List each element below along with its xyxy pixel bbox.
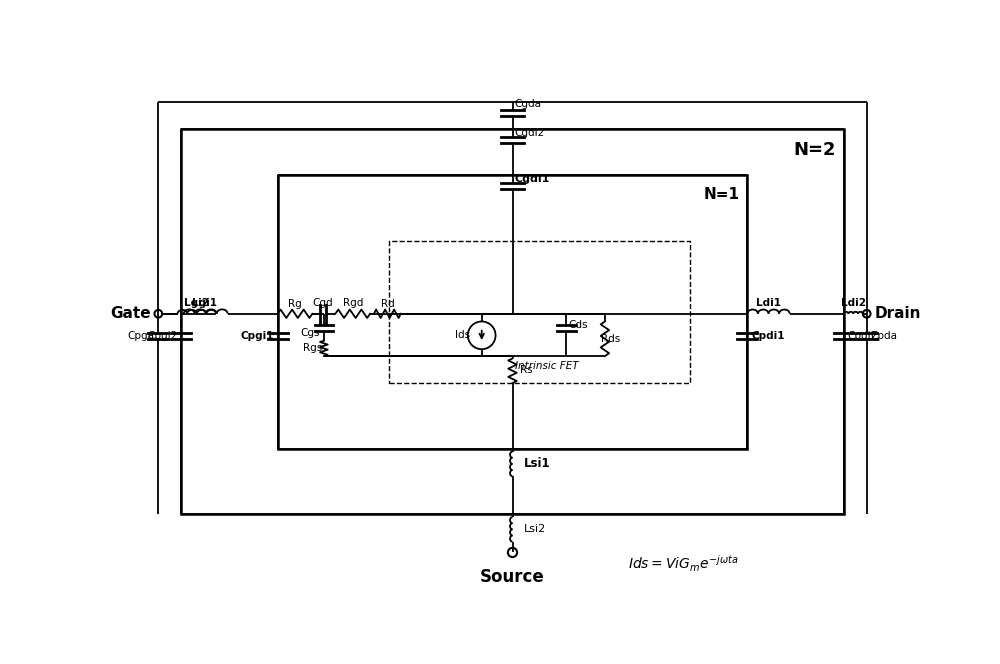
Text: Rgd: Rgd [343, 298, 363, 308]
Text: Cpdi1: Cpdi1 [751, 331, 785, 341]
Text: Cgdi1: Cgdi1 [515, 174, 550, 184]
Text: Rd: Rd [380, 299, 394, 309]
Text: Drain: Drain [874, 306, 921, 321]
Bar [181, 129, 844, 514]
Text: Cgs: Cgs [300, 328, 320, 338]
Text: Lgi1: Lgi1 [192, 298, 217, 308]
Text: Ldi1: Ldi1 [756, 298, 781, 308]
Text: Cpga: Cpga [127, 331, 154, 341]
Text: Rgs: Rgs [303, 343, 322, 353]
Text: $Ids = ViG_me^{-j\omega ta}$: $Ids = ViG_me^{-j\omega ta}$ [628, 554, 738, 574]
Text: Cpgi2: Cpgi2 [147, 331, 178, 341]
Text: Ids: Ids [455, 330, 470, 341]
Bar [389, 240, 690, 383]
Bar [278, 175, 747, 448]
Text: Gate: Gate [110, 306, 151, 321]
Text: Cgda: Cgda [515, 100, 542, 110]
Text: Cpdi2: Cpdi2 [847, 331, 878, 341]
Text: Rg: Rg [288, 299, 302, 309]
Text: Cpda: Cpda [871, 331, 898, 341]
Text: Source: Source [480, 568, 545, 586]
Text: Cgdi2: Cgdi2 [515, 127, 545, 138]
Text: Ldi2: Ldi2 [841, 298, 866, 308]
Text: Intrinsic FET: Intrinsic FET [515, 361, 579, 371]
Text: Lgi2: Lgi2 [184, 298, 209, 308]
Text: Lsi2: Lsi2 [524, 525, 546, 535]
Text: Rs: Rs [520, 365, 533, 374]
Text: Rds: Rds [601, 334, 621, 344]
Text: Lsi1: Lsi1 [524, 457, 551, 470]
Text: Cgd: Cgd [313, 298, 333, 308]
Text: N=1: N=1 [704, 187, 740, 202]
Text: Cds: Cds [569, 320, 588, 330]
Text: N=2: N=2 [793, 141, 836, 159]
Text: Cpgi1: Cpgi1 [240, 331, 274, 341]
